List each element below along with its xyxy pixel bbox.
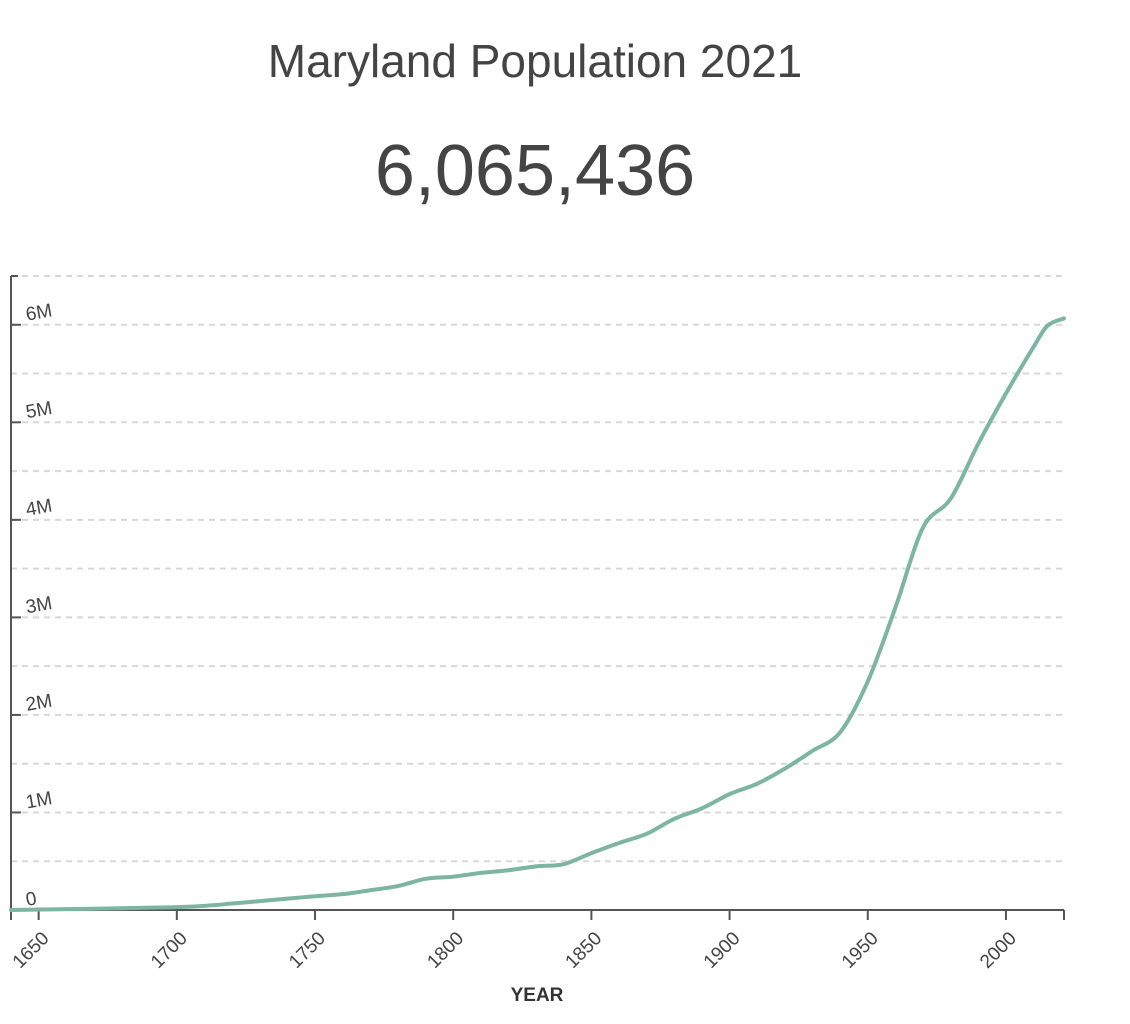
chart-title: Maryland Population 2021	[267, 35, 803, 87]
y-tick-label: 4M	[24, 496, 54, 521]
y-tick-label: 0	[24, 888, 38, 911]
y-tick-label: 1M	[24, 788, 54, 813]
x-tick-label: 1650	[9, 928, 54, 973]
x-tick-label: 2000	[976, 928, 1021, 973]
y-tick-label: 5M	[24, 398, 54, 423]
x-tick-label: 1800	[423, 928, 468, 973]
series-line-population	[9, 316, 1066, 912]
x-tick-label: 1950	[838, 928, 883, 973]
x-tick-label: 1850	[562, 928, 607, 973]
x-tick-label: 1700	[147, 928, 192, 973]
y-tick-label: 2M	[24, 691, 54, 716]
x-tick-label: 1750	[285, 928, 330, 973]
y-tick-label: 3M	[24, 593, 54, 618]
series-layer	[9, 316, 1066, 912]
y-tick-label: 6M	[24, 300, 54, 325]
x-tick-label: 1900	[700, 928, 745, 973]
y-axis: 0 1M 2M 3M 4M 5M 6M	[10, 275, 54, 911]
population-value: 6,065,436	[374, 131, 696, 211]
x-axis: 1650 1700 1750 1800 1850 1900 1950 2000	[9, 909, 1065, 973]
x-axis-title: YEAR	[511, 985, 564, 1006]
